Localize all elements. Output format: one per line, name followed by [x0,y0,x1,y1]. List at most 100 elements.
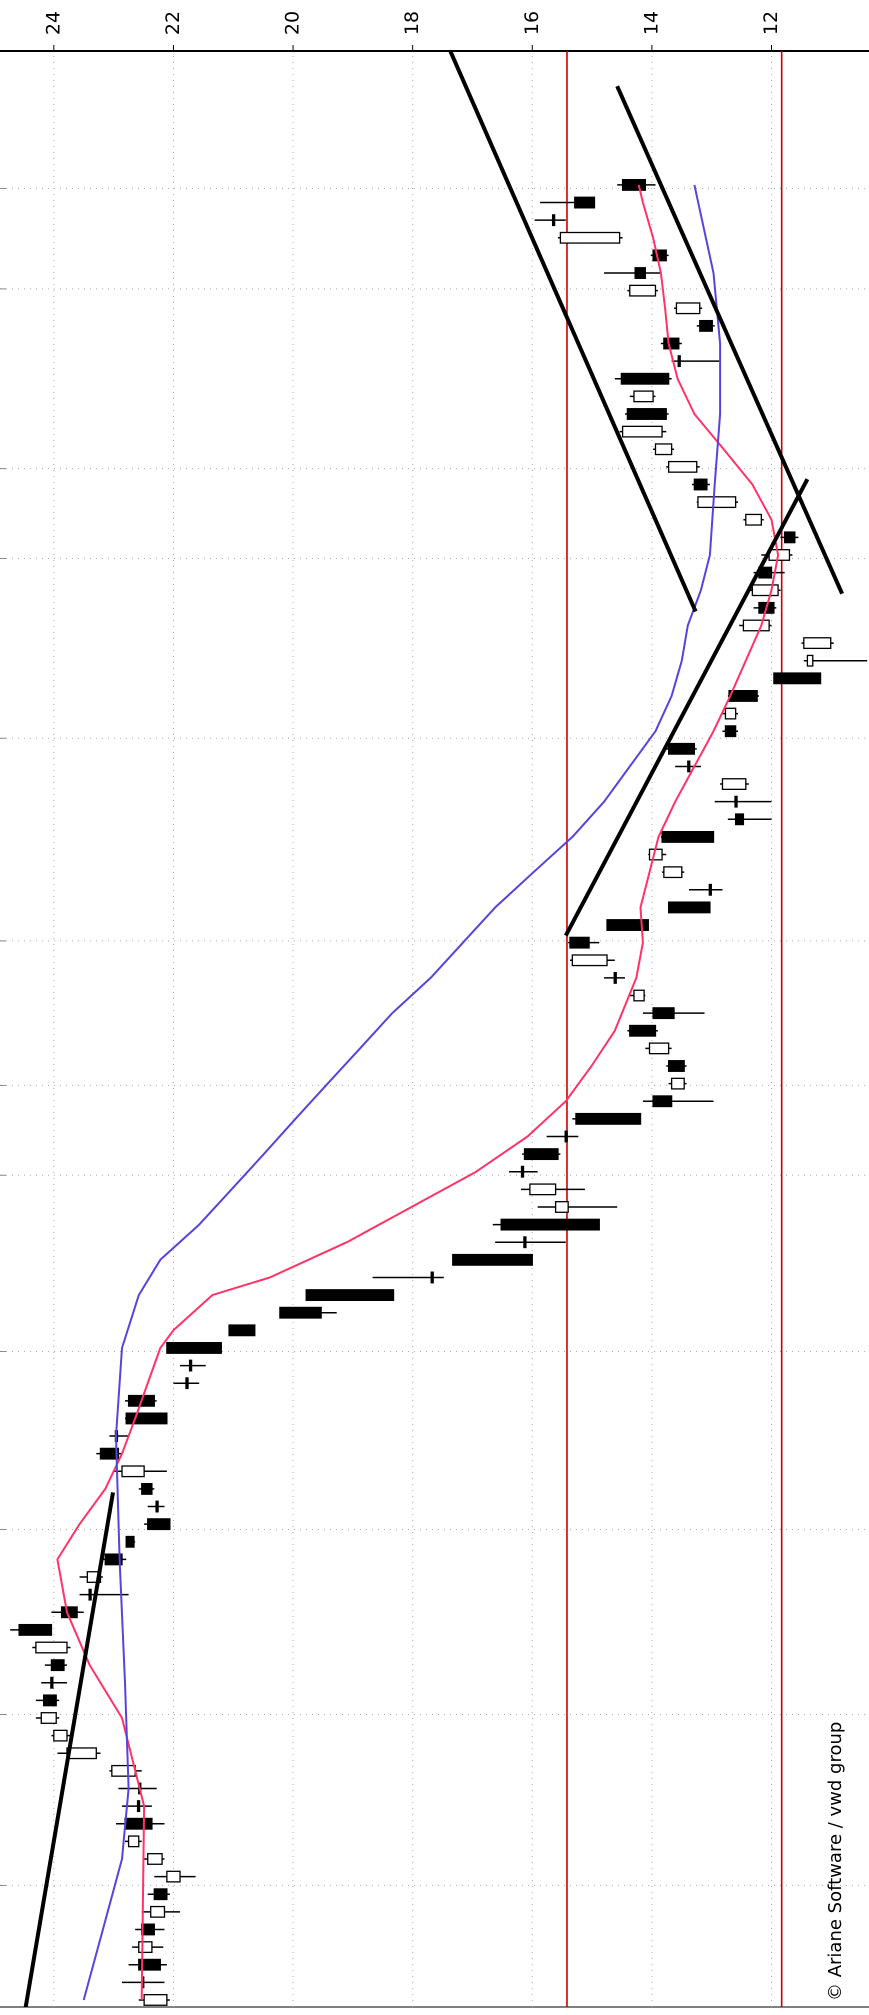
candle-body-up [621,425,663,438]
candle-body-up [127,1835,140,1848]
candle-body-up [111,1764,136,1777]
candle-body-up [667,460,698,473]
candle-body-down [687,760,691,773]
candle-body-up [806,654,814,667]
y-tick-label: 18 [401,11,423,35]
candle-body-down [50,1659,65,1672]
candle-body-down [667,1060,685,1072]
candle-body-down [523,1148,559,1161]
candle-body-down [693,478,708,491]
candle-body-down [88,1588,92,1601]
candle-body-down [147,1518,171,1531]
candle-body-down [305,1289,395,1302]
candle-body-down [734,795,738,808]
candle-body-down [728,690,758,702]
candle-body-down [125,1412,168,1425]
candle-body-down [569,936,590,949]
candle-body-up [166,1870,181,1883]
candle-body-up [675,302,701,315]
candle-body-up [663,866,683,879]
trend-line [23,1492,115,2008]
trend-line [615,85,844,595]
y-tick-label: 12 [760,11,782,35]
candle-body-down [724,725,737,738]
candle-body-down [663,337,680,350]
candle-body-up [629,284,657,297]
candle-body-down [520,1165,525,1178]
candle-body-down [699,319,713,332]
candle-body-down [784,531,796,544]
candle-body-down [626,408,667,420]
candle-body-up [742,619,770,632]
candle-body-down [430,1271,434,1284]
candle-body-down [99,1447,120,1460]
candle-body-down [141,1923,155,1936]
candle-body-down [629,1024,657,1037]
candle-body-up [35,1641,68,1654]
candle-body-down [574,196,596,209]
candle-body-down [620,372,670,385]
candle-body-up [143,1994,168,2006]
candle-body-up [633,989,645,1002]
y-tick-label: 20 [282,11,304,35]
credit: © Ariane Software / vwd group [825,1722,846,2001]
candle-body-down [667,901,711,914]
moving-average-line [56,184,780,2001]
trend-line [448,50,698,613]
candle-body-down [708,883,712,896]
candle-body-down [734,813,745,826]
candle-body-down [141,1482,153,1495]
candle-body-up [571,954,608,967]
candle-body-down [166,1342,222,1354]
candle-body-up [670,1077,685,1090]
candle-body-up [529,1183,557,1196]
y-tick-label: 16 [521,11,543,35]
candle-body-down [621,178,646,191]
candle-body-down [153,1888,168,1901]
candle-body-up [745,513,762,526]
candle-body-down [452,1253,533,1266]
candle-body-up [121,1465,145,1478]
candle-body-down [773,672,822,685]
moving-average-line [82,184,722,2001]
candle-body-down [551,214,556,227]
y-tick-label: 14 [640,11,662,35]
y-tick-label: 24 [42,11,64,35]
candle-body-up [724,707,737,720]
candle-body-down [677,355,681,368]
candle-body-down [279,1306,322,1319]
candle-body-up [721,778,747,790]
candle-body-down [155,1500,159,1513]
candle-body-down [652,1007,675,1020]
candle-body-down [188,1359,193,1372]
candle-body-up [138,1941,153,1954]
candle-body-down [634,267,646,279]
rotated-plot: 12 14 16 18 20 22 24 © Ariane Software / vwd gr… [0,11,869,2008]
candle-body-down [575,1112,642,1125]
candle-body-down [124,1817,153,1830]
candle-body-down [104,1553,123,1566]
candle-body-up [40,1712,57,1724]
candle-body-up [768,549,791,561]
candle-body-up [53,1729,68,1742]
candle-body-down [652,249,667,262]
candle-body-down [606,919,649,931]
candle-body-down [136,1800,141,1813]
candle-body-down [228,1324,256,1337]
candle-body-up [654,443,673,456]
candle-body-up [150,1905,166,1918]
candle-body-up [751,584,779,597]
trend-line [564,478,810,937]
candle-body-down [18,1623,53,1636]
candle-body-up [648,1042,670,1055]
candle-body-up [147,1853,163,1865]
candle-body-down [138,1958,161,1971]
candle-body-down [523,1236,527,1249]
candle-body-down [50,1676,54,1689]
candle-body-down [43,1694,57,1707]
candle-body-down [613,971,617,984]
candle-body-down [667,742,696,755]
candle-body-up [559,231,621,244]
